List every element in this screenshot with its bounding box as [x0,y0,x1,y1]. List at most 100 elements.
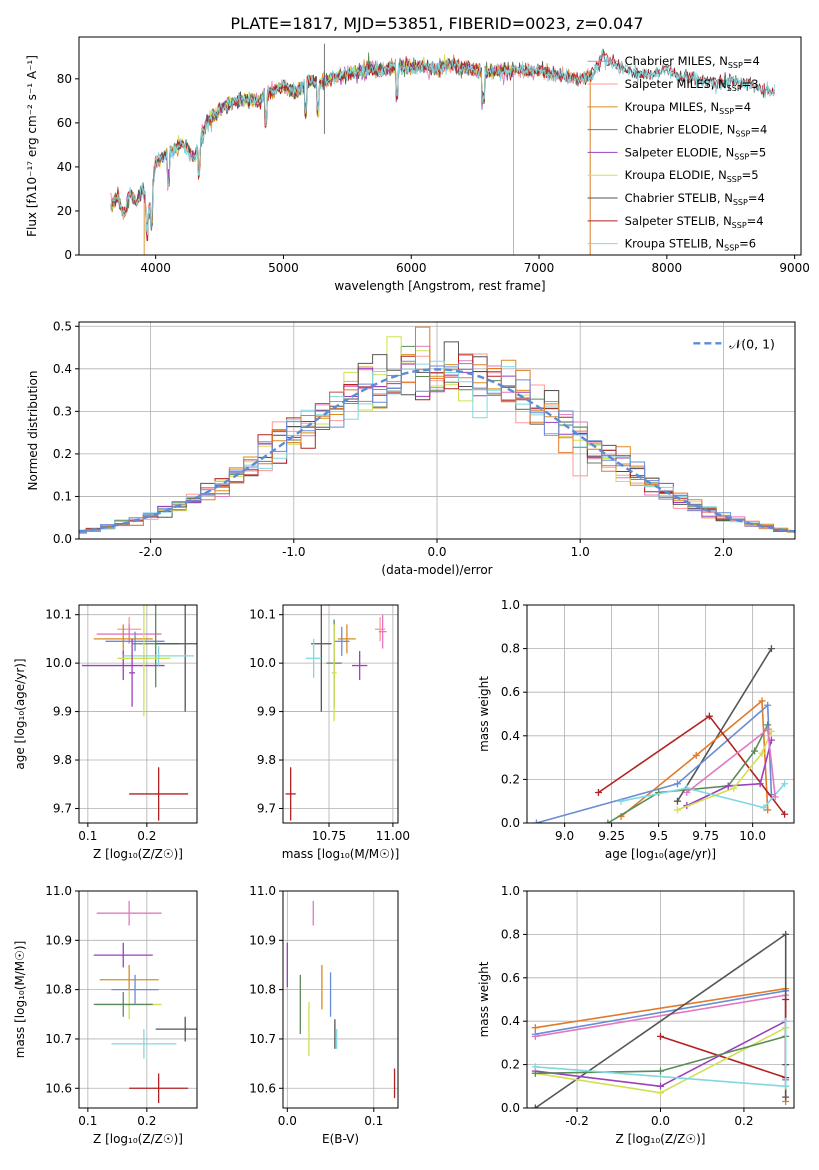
axes-overlay: 9.0 9.25 9.5 9.75 10.0 0.0 0.2 0.4 0.6 0.8 1.0 age … [477,598,795,861]
axes-overlay: 10.75 11.00 9.7 9.8 9.9 10.0 10.1 mass [log₁₀(M… [249,604,410,861]
x-tick-label: 5000 [268,261,299,275]
x-tick-label: 9.0 [555,829,574,843]
histogram-step [79,360,795,534]
weight-marker [532,819,540,823]
weight-marker [657,1089,664,1097]
x-tick-label: 9.25 [598,829,625,843]
x-tick-label: 6000 [396,261,427,275]
spectrum-plot: 4000 5000 6000 7000 8000 9000 0 20 40 60 80 wavelen… [25,36,810,293]
weight-marker [782,1082,790,1090]
plot-area [531,930,790,1108]
weight-marker [751,747,759,755]
y-tick-label: 0.2 [501,772,520,786]
y-axis-label: Flux [fλ10⁻¹⁷ erg cm⁻² s⁻¹ A⁻¹] [25,55,39,237]
legend-label: 𝒩(0, 1) [729,336,775,351]
y-tick-label: 10.0 [45,656,72,670]
x-tick-label: 2.0 [714,545,733,559]
legend-label: Chabrier STELIB, NSSP=4 [625,191,765,207]
axes-frame [282,604,399,824]
y-tick-label: 0.6 [501,971,520,985]
spectrum-series-line [110,57,591,255]
y-tick-label: 0.0 [53,532,72,546]
legend-label: Salpeter ELODIE, NSSP=5 [625,145,767,161]
y-tick-label: 9.9 [53,705,72,719]
weight-marker [617,797,625,805]
plot-area [81,605,197,821]
weight-marker [782,930,790,938]
legend-label: Kroupa STELIB, NSSP=6 [625,237,756,253]
y-axis-label: mass [log₁₀(M/M☉)] [13,941,27,1059]
x-tick-label: 0.1 [364,1114,383,1128]
weight-marker [692,751,700,759]
y-tick-label: 10.9 [45,933,72,947]
weight-marker [657,1032,664,1040]
y-tick-label: 10.7 [249,1032,276,1046]
histogram-step [79,363,795,533]
weight-series-line [686,740,773,807]
y-tick-label: 9.7 [257,801,276,815]
y-tick-label: 9.8 [257,753,276,767]
weight-marker [781,810,789,818]
axes-frame [78,36,802,256]
weight-series-line [677,731,773,811]
axes-frame [526,604,795,824]
weight-marker [531,1069,539,1077]
y-tick-label: 10.0 [249,656,276,670]
axes-overlay: 4000 5000 6000 7000 8000 9000 0 20 40 60 80 wavelen… [25,36,810,293]
weight-marker [683,788,691,796]
histogram-step [79,336,795,533]
x-tick-label: 9.75 [692,829,719,843]
weight-marker [760,804,768,812]
y-tick-label: 1.0 [501,884,520,898]
x-axis-label: mass [log₁₀(M/M☉)] [282,847,400,861]
weight-marker [764,701,772,709]
y-tick-label: 0.0 [501,1101,520,1115]
y-tick-label: 0 [64,248,72,262]
weight-marker [781,780,789,788]
weight-marker [724,782,732,790]
z-weight-plot: -0.2 0.0 0.2 0.0 0.2 0.4 0.6 0.8 1.0 Z [log₁₀(Z/Z… [477,884,795,1146]
age-weight-plot: 9.0 9.25 9.5 9.75 10.0 0.0 0.2 0.4 0.6 0.8 1.0 age … [477,598,795,861]
x-axis-label: age [log₁₀(age/yr)] [605,847,716,861]
y-tick-label: 0.3 [53,404,72,418]
figure-title: PLATE=1817, MJD=53851, FIBERID=0023, z=0… [230,14,643,33]
y-tick-label: 0.5 [53,319,72,333]
x-tick-label: 0.2 [734,1114,753,1128]
x-tick-label: 9.5 [649,829,668,843]
weight-series-line [620,699,769,818]
y-tick-label: 0.2 [53,447,72,461]
x-tick-label: 1.0 [571,545,590,559]
x-tick-label: 4000 [140,261,171,275]
x-tick-label: 7000 [524,261,555,275]
y-tick-label: 80 [57,72,72,86]
y-tick-label: 10.9 [249,933,276,947]
x-tick-label: 0.1 [78,829,97,843]
y-tick-label: 0.4 [501,1014,520,1028]
weight-marker [758,749,766,757]
y-axis-label: Normed distribution [26,371,40,491]
residuals-plot: -2.0 -1.0 0.0 1.0 2.0 0.0 0.1 0.2 0.3 0.4 0.5 (data… [26,319,796,577]
spectrum-series-line [110,49,776,236]
x-tick-label: 10.0 [739,829,766,843]
plot-area [79,326,795,534]
y-tick-label: 60 [57,116,72,130]
x-tick-label: 0.0 [651,1114,670,1128]
weight-marker [764,806,772,814]
weight-marker [730,784,738,792]
legend-label: Kroupa MILES, NSSP=4 [625,100,751,116]
plot-area [286,900,396,1099]
spectrum-series-line [110,59,514,255]
axes-overlay: -2.0 -1.0 0.0 1.0 2.0 0.0 0.1 0.2 0.3 0.4 0.5 (data… [26,319,796,577]
weight-marker [705,712,713,720]
weight-marker [531,1024,539,1032]
x-axis-label: E(B-V) [322,1132,359,1146]
z-mass-plot: 0.1 0.2 10.6 10.7 10.8 10.9 11.0 Z [log₁₀(Z/Z☉)… [13,884,198,1146]
weight-marker [594,788,602,796]
weight-marker [767,645,775,653]
legend-label: Salpeter STELIB, NSSP=4 [625,214,764,230]
weight-marker [758,697,766,705]
normal-curve [79,368,795,533]
y-tick-label: 0.8 [501,927,520,941]
weight-marker [767,727,775,735]
